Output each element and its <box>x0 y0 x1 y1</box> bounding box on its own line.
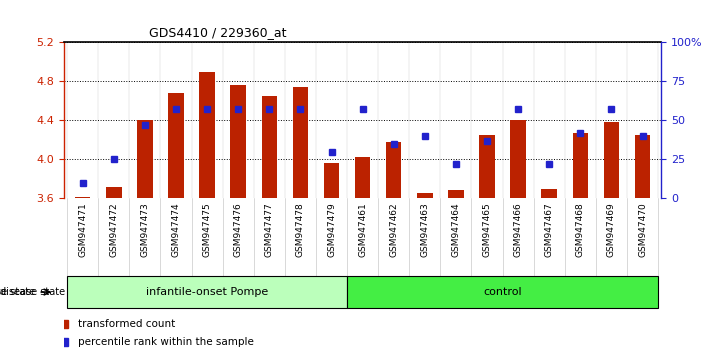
Text: GSM947473: GSM947473 <box>140 202 149 257</box>
Text: disease state: disease state <box>0 287 65 297</box>
Text: GSM947466: GSM947466 <box>513 202 523 257</box>
Bar <box>448 190 464 198</box>
Text: GSM947477: GSM947477 <box>264 202 274 257</box>
Text: GSM947475: GSM947475 <box>203 202 212 257</box>
Text: GSM947467: GSM947467 <box>545 202 554 257</box>
Text: GSM947463: GSM947463 <box>420 202 429 257</box>
Bar <box>324 163 339 198</box>
Text: GSM947478: GSM947478 <box>296 202 305 257</box>
Text: infantile-onset Pompe: infantile-onset Pompe <box>146 287 268 297</box>
Bar <box>262 96 277 198</box>
Text: GDS4410 / 229360_at: GDS4410 / 229360_at <box>149 26 287 39</box>
Bar <box>510 120 526 198</box>
Bar <box>137 120 153 198</box>
Text: GSM947461: GSM947461 <box>358 202 367 257</box>
Bar <box>386 142 402 198</box>
Text: GSM947476: GSM947476 <box>234 202 242 257</box>
Text: GSM947468: GSM947468 <box>576 202 585 257</box>
Text: GSM947474: GSM947474 <box>171 202 181 257</box>
Bar <box>230 85 246 198</box>
Bar <box>542 188 557 198</box>
Bar <box>572 133 588 198</box>
Text: GSM947471: GSM947471 <box>78 202 87 257</box>
Text: GSM947479: GSM947479 <box>327 202 336 257</box>
Text: GSM947462: GSM947462 <box>389 202 398 257</box>
Text: GSM947470: GSM947470 <box>638 202 647 257</box>
Bar <box>75 197 90 198</box>
Text: GSM947472: GSM947472 <box>109 202 118 257</box>
Text: disease state: disease state <box>0 287 35 297</box>
Text: GSM947469: GSM947469 <box>607 202 616 257</box>
Text: GSM947464: GSM947464 <box>451 202 461 257</box>
Bar <box>293 87 308 198</box>
Text: percentile rank within the sample: percentile rank within the sample <box>78 337 254 347</box>
Text: transformed count: transformed count <box>78 319 176 329</box>
Text: control: control <box>483 287 522 297</box>
Bar <box>604 122 619 198</box>
Bar <box>169 93 183 198</box>
Bar <box>355 158 370 198</box>
Bar <box>347 276 658 308</box>
Bar <box>635 135 651 198</box>
Bar <box>106 187 122 198</box>
Bar <box>67 276 347 308</box>
Bar <box>417 193 432 198</box>
Bar <box>479 135 495 198</box>
Bar <box>199 72 215 198</box>
Text: GSM947465: GSM947465 <box>483 202 491 257</box>
